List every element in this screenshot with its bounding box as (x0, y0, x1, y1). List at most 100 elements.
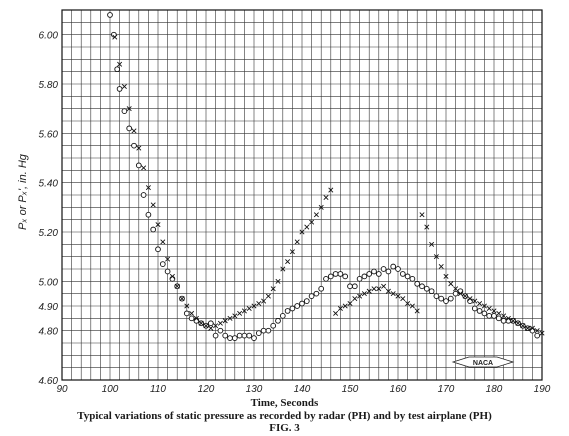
airplane-data-point (467, 296, 473, 302)
naca-badge: NACA (451, 356, 515, 368)
airplane-data-point (529, 325, 535, 331)
airplane-data-point (409, 303, 415, 309)
radar-data-point (222, 332, 229, 339)
airplane-data-point (361, 291, 367, 297)
radar-data-point (299, 300, 305, 307)
airplane-data-point (237, 310, 243, 316)
x-tick-label: 150 (342, 384, 359, 395)
x-tick-label: 180 (486, 384, 503, 395)
airplane-data-point (131, 128, 137, 134)
radar-data-point (188, 315, 195, 322)
radar-data-point (366, 271, 373, 277)
radar-data-point (428, 288, 435, 295)
airplane-data-point (419, 212, 425, 218)
airplane-data-point (477, 301, 483, 307)
y-axis-title: Pₓ or Pₓ', in. Hg (17, 153, 29, 230)
airplane-data-point (270, 286, 276, 292)
airplane-data-point (472, 298, 478, 304)
radar-data-point (500, 317, 507, 324)
airplane-data-point (275, 278, 281, 284)
airplane-data-point (433, 254, 439, 260)
radar-data-point (419, 283, 425, 290)
airplane-data-point (534, 328, 540, 334)
airplane-data-point (227, 315, 233, 321)
airplane-data-point (208, 325, 214, 331)
radar-data-point (467, 298, 473, 304)
naca-badge-text: NACA (473, 360, 493, 367)
radar-data-point (159, 261, 166, 267)
radar-data-point (390, 263, 397, 270)
radar-data-point (529, 327, 536, 334)
chart-grid (61, 9, 543, 381)
airplane-data-point (438, 264, 444, 270)
radar-data-point (486, 313, 493, 319)
radar-data-point (313, 290, 320, 297)
airplane-data-point (376, 286, 382, 292)
airplane-data-point (136, 145, 142, 151)
radar-data-point (145, 211, 152, 218)
radar-data-point (284, 308, 291, 314)
airplane-data-point (313, 212, 319, 218)
radar-data-point (371, 268, 377, 275)
airplane-data-point (179, 296, 185, 302)
radar-data-point (126, 125, 133, 132)
airplane-data-point (117, 61, 123, 67)
radar-data-point (447, 295, 454, 302)
x-tick-label: 110 (150, 384, 166, 395)
radar-data-point (217, 327, 224, 334)
airplane-data-point (328, 187, 334, 193)
radar-data-point (471, 305, 478, 312)
x-tick-label: 100 (102, 384, 119, 395)
radar-data-point (135, 162, 142, 169)
airplane-data-point (294, 239, 300, 245)
airplane-data-point (520, 323, 526, 329)
airplane-data-point (496, 310, 502, 316)
airplane-data-point (357, 293, 363, 299)
radar-data-point (207, 320, 214, 327)
radar-data-point (155, 246, 161, 253)
radar-data-point (308, 293, 315, 299)
radar-data-point (452, 290, 459, 297)
radar-data-point (395, 266, 401, 272)
airplane-data-point (491, 308, 497, 314)
airplane-data-point (342, 303, 348, 309)
radar-data-point (303, 298, 310, 304)
x-tick-label: 120 (198, 384, 215, 395)
axis-ticks: 90 100 110 120 130 140 150 160 170 180 190 4.60 4.80… (39, 31, 551, 395)
radar-data-point (327, 273, 334, 280)
radar-data-point (241, 332, 248, 339)
radar-data-point (342, 273, 349, 280)
airplane-data-point (304, 224, 310, 230)
data-series (107, 12, 545, 341)
radar-data-point (385, 268, 392, 275)
radar-data-point (121, 108, 128, 114)
radar-data-point (351, 283, 358, 290)
airplane-data-point (323, 194, 329, 200)
airplane-data-point (525, 325, 531, 331)
radar-data-point (114, 66, 121, 73)
x-tick-label: 160 (390, 384, 407, 395)
airplane-data-point (381, 283, 387, 289)
radar-data-point (275, 317, 281, 324)
airplane-data-point (352, 296, 358, 302)
radar-data-point (438, 295, 445, 302)
airplane-data-point (121, 83, 127, 89)
airplane-data-point (347, 301, 353, 307)
airplane-data-point (232, 313, 238, 319)
radar-data-point (443, 298, 449, 304)
figure-caption: Typical variations of static pressure as… (77, 410, 492, 422)
x-tick-label: 140 (294, 384, 311, 395)
radar-data-point (212, 332, 219, 339)
airplane-data-point (289, 249, 295, 255)
airplane-data-point (241, 308, 247, 314)
airplane-data-point (150, 202, 156, 208)
plot-frame (61, 9, 543, 381)
airplane-data-point (443, 273, 449, 279)
radar-data-point (255, 330, 262, 336)
radar-data-point (107, 12, 113, 18)
airplane-data-point (198, 320, 204, 326)
airplane-data-point (462, 293, 468, 299)
airplane-data-point (285, 259, 291, 265)
airplane-data-point (126, 106, 132, 112)
radar-data-point (150, 226, 157, 233)
